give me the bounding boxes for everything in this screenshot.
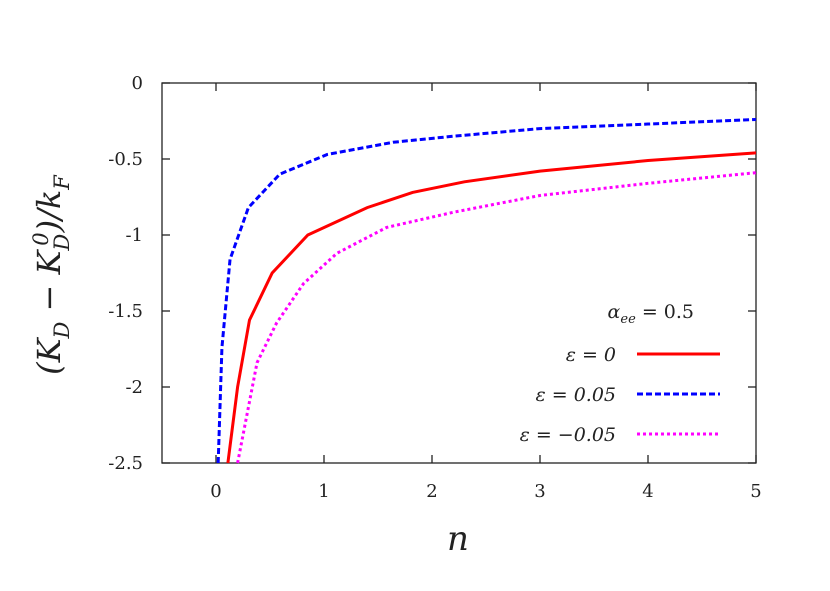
x-tick-label: 2 xyxy=(426,481,437,502)
x-tick-label: 3 xyxy=(534,481,545,502)
series-line-1 xyxy=(216,117,757,464)
legend: αee = 0.5 ε = 0 ε = 0.05 ε = −0.05 xyxy=(520,301,720,446)
legend-label: ε = 0.05 xyxy=(536,384,617,406)
y-tick-label: -2.5 xyxy=(108,453,143,474)
x-tick-label: 0 xyxy=(210,481,221,502)
y-tick-label: -0.5 xyxy=(108,149,143,170)
series-line-2 xyxy=(236,171,757,464)
y-tick-label: -1 xyxy=(125,225,143,246)
x-tick-label: 1 xyxy=(318,481,329,502)
y-axis-label: (KD − KD0)/kF xyxy=(29,174,74,375)
legend-label: ε = −0.05 xyxy=(520,424,616,446)
x-tick-label: 5 xyxy=(750,481,761,502)
legend-title: αee = 0.5 xyxy=(608,301,694,327)
x-axis-label: n xyxy=(447,519,469,559)
legend-label: ε = 0 xyxy=(566,344,616,366)
y-tick-label: 0 xyxy=(132,73,143,94)
plot-frame xyxy=(161,82,757,464)
y-tick-label: -1.5 xyxy=(108,301,143,322)
x-tick-label: 4 xyxy=(642,481,653,502)
series-line-0 xyxy=(226,151,757,464)
y-tick-label: -2 xyxy=(125,377,143,398)
